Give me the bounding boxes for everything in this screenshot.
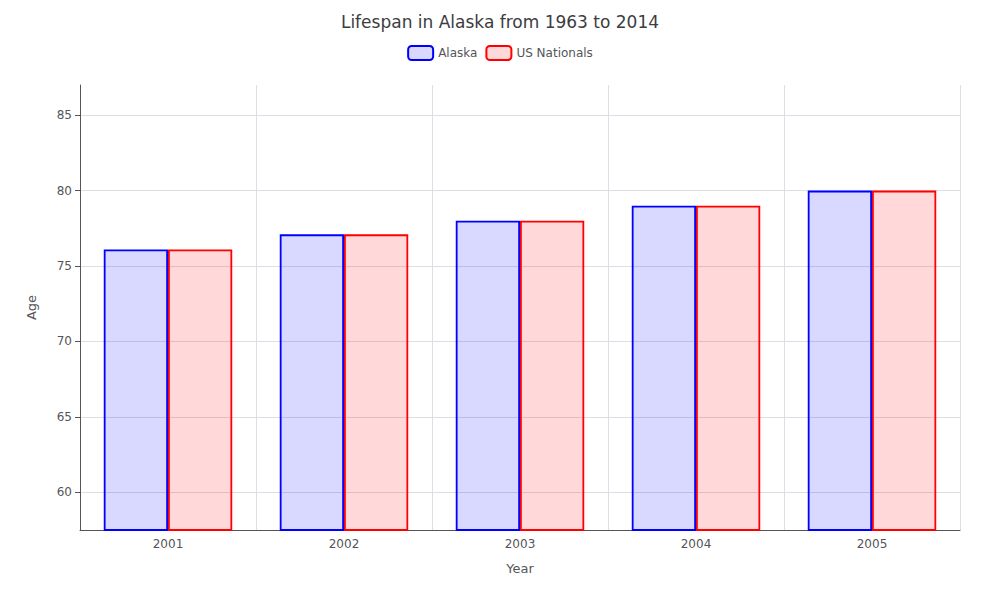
svg-text:2004: 2004 <box>681 537 712 551</box>
svg-text:US Nationals: US Nationals <box>516 46 592 60</box>
svg-text:60: 60 <box>57 485 72 499</box>
svg-text:2005: 2005 <box>857 537 888 551</box>
svg-text:2001: 2001 <box>153 537 184 551</box>
svg-text:Year: Year <box>505 561 534 576</box>
svg-text:Lifespan in Alaska from 1963 t: Lifespan in Alaska from 1963 to 2014 <box>341 12 659 32</box>
svg-text:2002: 2002 <box>329 537 360 551</box>
svg-text:Age: Age <box>24 295 39 320</box>
svg-text:65: 65 <box>57 410 72 424</box>
svg-text:80: 80 <box>57 184 72 198</box>
svg-text:2003: 2003 <box>505 537 536 551</box>
svg-text:70: 70 <box>57 334 72 348</box>
svg-text:85: 85 <box>57 108 72 122</box>
svg-text:75: 75 <box>57 259 72 273</box>
svg-text:Alaska: Alaska <box>438 46 477 60</box>
